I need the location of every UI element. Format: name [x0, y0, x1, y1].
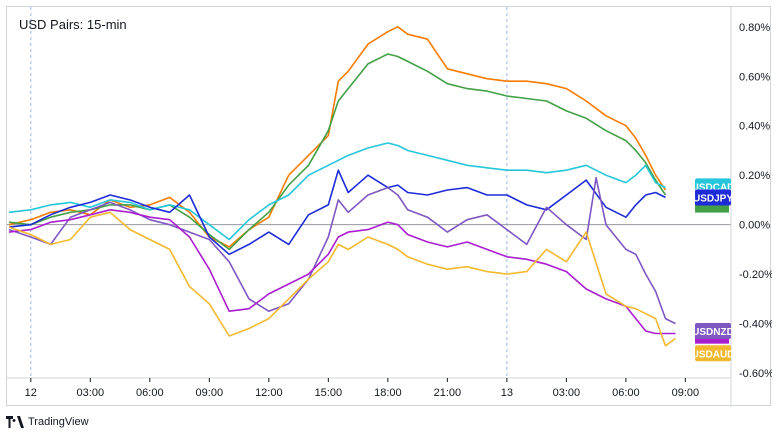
x-tick-label: 15:00: [315, 387, 343, 399]
symbol-tag-label: USDAUD: [692, 349, 735, 360]
symbol-tag-usdaud[interactable]: [695, 345, 731, 362]
symbol-tag-usdnzd[interactable]: [695, 323, 731, 340]
symbol-tag-label: USDJPY: [693, 193, 733, 204]
price-axis[interactable]: 0.80% 0.60% 0.40% 0.20% 0.00% -0.20% -0.40% -0.…: [739, 22, 772, 380]
symbol-tag-stub: [695, 204, 729, 213]
y-tick-label: 0.00%: [739, 220, 770, 232]
y-tick-label: -0.20%: [739, 269, 772, 281]
series-line-usdcad[interactable]: [8, 26, 667, 248]
x-tick-label: 06:00: [136, 387, 164, 399]
series-line-usdjpy[interactable]: [8, 169, 666, 256]
y-tick-label: 0.80%: [739, 22, 770, 34]
x-tick-label: 13: [501, 387, 513, 399]
series-line-usdnzd-2[interactable]: [8, 209, 676, 335]
series-line-usdchf[interactable]: [8, 53, 667, 251]
x-tick-label: 09:00: [672, 387, 700, 399]
x-tick-label: 21:00: [434, 387, 462, 399]
x-tick-label: 06:00: [612, 387, 640, 399]
symbol-tag-usdjpy[interactable]: [695, 189, 731, 206]
x-tick-label: 09:00: [196, 387, 224, 399]
series-line-usdchf-2[interactable]: [8, 142, 666, 241]
branding-text: TradingView: [28, 416, 89, 428]
symbol-tag-label: USDNZD: [692, 327, 734, 338]
chart-canvas[interactable]: 0.80% 0.60% 0.40% 0.20% 0.00% -0.20% -0.40% -0.…: [7, 7, 772, 407]
y-tick-label: 0.60%: [739, 71, 770, 83]
day-separators: [30, 7, 508, 378]
chart-frame: 0.80% 0.60% 0.40% 0.20% 0.00% -0.20% -0.40% -0.…: [6, 6, 772, 407]
x-tick-label: 03:00: [77, 387, 105, 399]
x-tick-label: 18:00: [374, 387, 402, 399]
x-tick-label: 12: [25, 387, 37, 399]
symbol-tag-stub: [695, 335, 729, 344]
tradingview-branding[interactable]: TradingView: [6, 416, 89, 428]
x-tick-label: 03:00: [553, 387, 581, 399]
tradingview-logo-icon: [6, 416, 24, 428]
time-axis[interactable]: 12 03:00 06:00 09:00 12:00 15:00 18:00 21:00 13 0…: [25, 378, 699, 399]
y-tick-label: 0.20%: [739, 170, 770, 182]
y-tick-label: 0.40%: [739, 121, 770, 133]
series-line-usdaud[interactable]: [8, 211, 676, 347]
x-tick-label: 12:00: [255, 387, 283, 399]
y-tick-label: -0.40%: [739, 319, 772, 331]
chart-title: USD Pairs: 15-min: [19, 17, 127, 32]
y-tick-label: -0.60%: [739, 368, 772, 380]
symbol-tag-label: USDCAD: [692, 182, 735, 193]
series-group: [8, 26, 676, 347]
